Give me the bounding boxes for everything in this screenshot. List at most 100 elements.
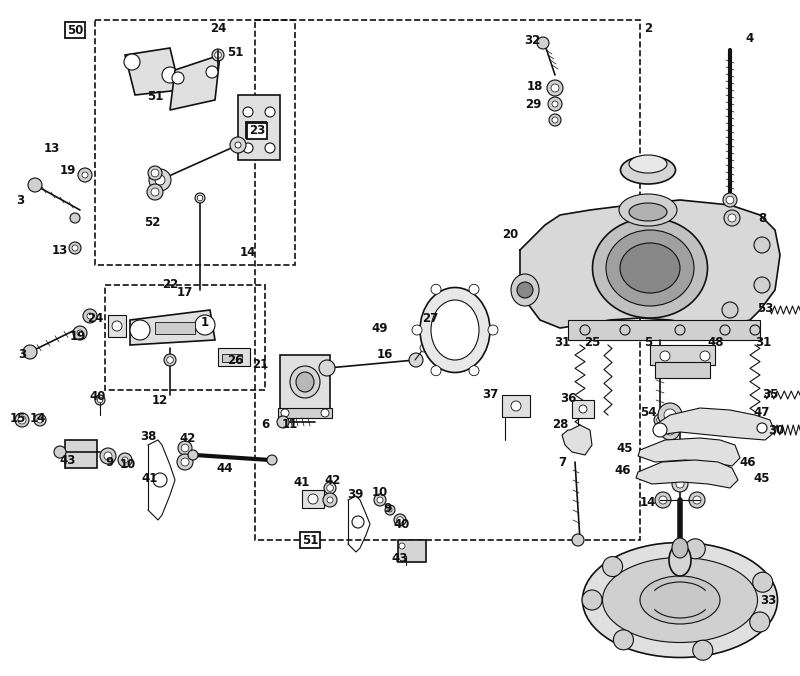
Circle shape bbox=[155, 175, 165, 185]
Circle shape bbox=[321, 409, 329, 417]
Text: 40: 40 bbox=[394, 518, 410, 531]
Text: 9: 9 bbox=[384, 502, 392, 514]
Text: 14: 14 bbox=[240, 245, 256, 258]
Circle shape bbox=[723, 193, 737, 207]
Circle shape bbox=[511, 401, 521, 411]
Circle shape bbox=[488, 325, 498, 335]
Circle shape bbox=[69, 242, 81, 254]
Text: 51: 51 bbox=[147, 89, 163, 103]
Bar bbox=[65, 440, 97, 468]
Bar bbox=[655, 362, 710, 378]
Polygon shape bbox=[130, 310, 215, 345]
Circle shape bbox=[754, 277, 770, 293]
Circle shape bbox=[83, 309, 97, 323]
Bar bbox=[278, 408, 332, 418]
Text: 23: 23 bbox=[248, 124, 264, 137]
Circle shape bbox=[676, 480, 684, 488]
Ellipse shape bbox=[620, 243, 680, 293]
Circle shape bbox=[620, 325, 630, 335]
Circle shape bbox=[431, 285, 441, 294]
Circle shape bbox=[277, 416, 289, 428]
Circle shape bbox=[319, 360, 335, 376]
Circle shape bbox=[206, 66, 218, 78]
Circle shape bbox=[151, 169, 159, 177]
Circle shape bbox=[326, 485, 334, 491]
Circle shape bbox=[265, 143, 275, 153]
Text: 31: 31 bbox=[554, 335, 570, 349]
Circle shape bbox=[388, 508, 392, 512]
Text: 45: 45 bbox=[617, 441, 634, 454]
Text: 37: 37 bbox=[482, 389, 498, 402]
Circle shape bbox=[198, 195, 202, 201]
Ellipse shape bbox=[290, 366, 320, 398]
Circle shape bbox=[700, 351, 710, 361]
Circle shape bbox=[672, 462, 688, 478]
Circle shape bbox=[181, 458, 189, 466]
Ellipse shape bbox=[431, 300, 479, 360]
Ellipse shape bbox=[640, 576, 720, 624]
Text: 33: 33 bbox=[760, 594, 776, 606]
Circle shape bbox=[726, 196, 734, 204]
Text: 3: 3 bbox=[18, 349, 26, 362]
Circle shape bbox=[397, 516, 403, 523]
Ellipse shape bbox=[606, 230, 694, 306]
Circle shape bbox=[104, 452, 112, 460]
Bar bbox=[155, 322, 195, 334]
Circle shape bbox=[409, 353, 423, 367]
Circle shape bbox=[214, 51, 222, 58]
Text: 35: 35 bbox=[762, 389, 778, 402]
Circle shape bbox=[686, 539, 706, 559]
Bar bbox=[95, 20, 295, 265]
Circle shape bbox=[70, 213, 80, 223]
Text: 42: 42 bbox=[180, 431, 196, 445]
Ellipse shape bbox=[629, 203, 667, 221]
Bar bbox=[302, 490, 324, 508]
Circle shape bbox=[722, 302, 738, 318]
Circle shape bbox=[327, 497, 333, 503]
Circle shape bbox=[281, 409, 289, 417]
Text: 24: 24 bbox=[87, 312, 103, 324]
Circle shape bbox=[676, 466, 684, 474]
Text: 20: 20 bbox=[502, 228, 518, 241]
Circle shape bbox=[235, 142, 241, 148]
Ellipse shape bbox=[593, 218, 707, 318]
Ellipse shape bbox=[420, 287, 490, 372]
Circle shape bbox=[34, 414, 46, 426]
Circle shape bbox=[547, 80, 563, 96]
Text: 50: 50 bbox=[67, 24, 83, 37]
Circle shape bbox=[552, 117, 558, 123]
Circle shape bbox=[352, 516, 364, 528]
Circle shape bbox=[95, 395, 105, 405]
Circle shape bbox=[54, 446, 66, 458]
Text: 36: 36 bbox=[560, 391, 576, 404]
Text: 42: 42 bbox=[325, 473, 341, 487]
Circle shape bbox=[693, 496, 701, 504]
Text: 21: 21 bbox=[252, 358, 268, 372]
Circle shape bbox=[664, 409, 676, 421]
Circle shape bbox=[689, 492, 705, 508]
Bar bbox=[218, 348, 250, 366]
Text: 19: 19 bbox=[60, 164, 76, 176]
Text: 26: 26 bbox=[227, 354, 243, 366]
Circle shape bbox=[243, 107, 253, 117]
Text: 51: 51 bbox=[227, 45, 243, 59]
Bar bbox=[572, 400, 594, 418]
Text: 54: 54 bbox=[640, 406, 656, 418]
Circle shape bbox=[675, 325, 685, 335]
Circle shape bbox=[18, 416, 26, 424]
Bar bbox=[105, 285, 265, 390]
Text: 10: 10 bbox=[372, 485, 388, 498]
Text: 39: 39 bbox=[347, 487, 363, 500]
Ellipse shape bbox=[582, 543, 778, 658]
Circle shape bbox=[178, 441, 192, 455]
Bar bbox=[238, 95, 280, 160]
Text: 25: 25 bbox=[584, 335, 600, 349]
Circle shape bbox=[655, 492, 671, 508]
Circle shape bbox=[657, 416, 663, 423]
Circle shape bbox=[377, 497, 383, 503]
Circle shape bbox=[399, 543, 405, 549]
Bar bbox=[280, 355, 330, 410]
Circle shape bbox=[693, 640, 713, 660]
Circle shape bbox=[112, 321, 122, 331]
Circle shape bbox=[757, 423, 767, 433]
